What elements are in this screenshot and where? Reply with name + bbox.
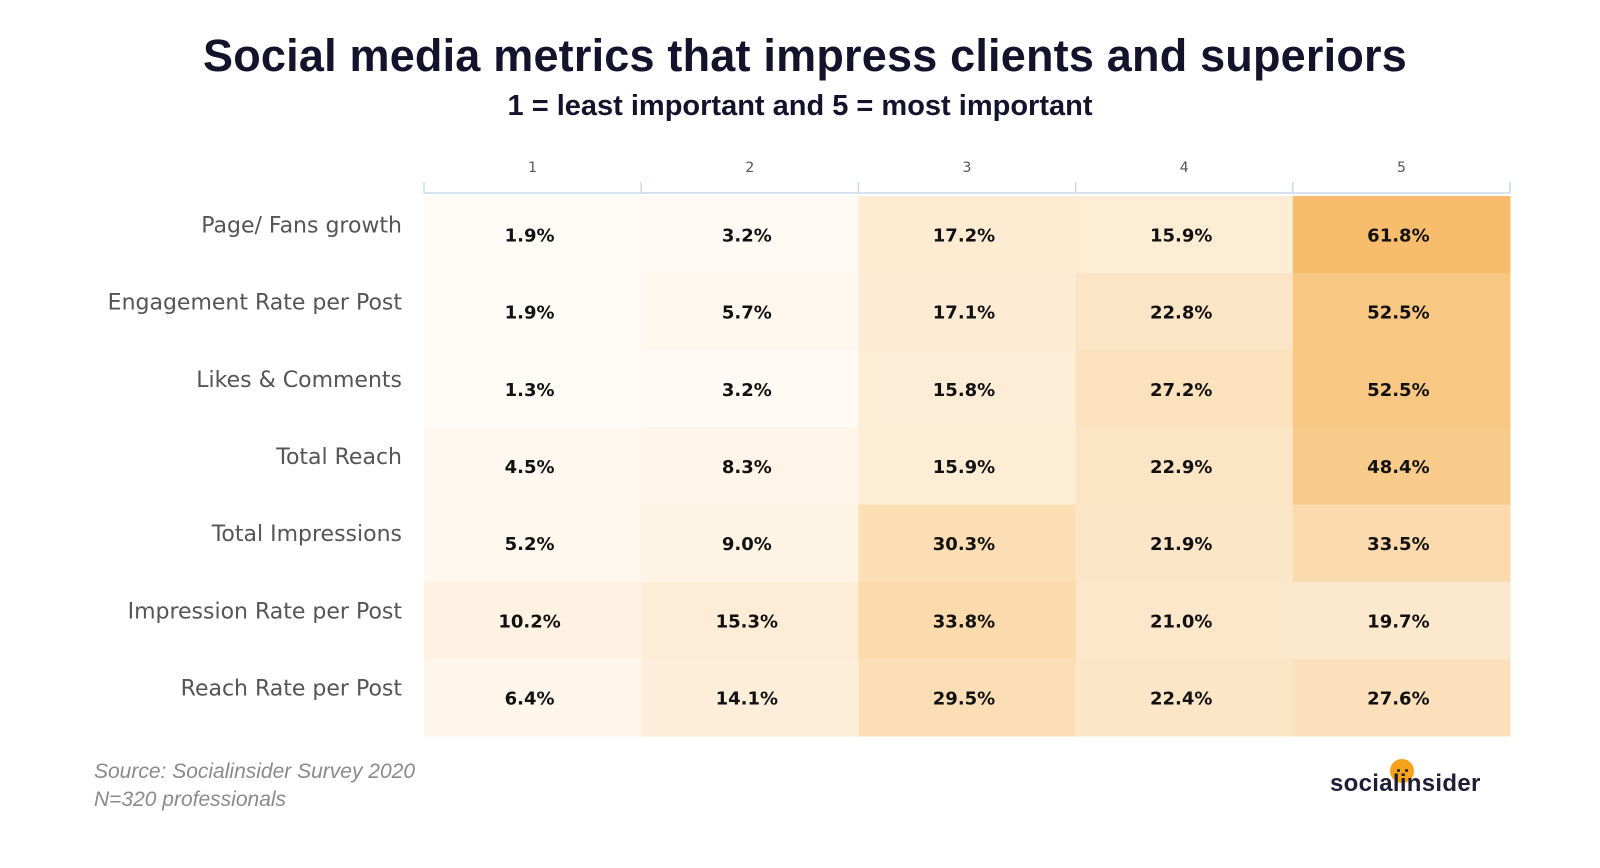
cell-value-label: 8.3% xyxy=(722,457,772,478)
cell-value-label: 17.2% xyxy=(933,226,995,247)
heatmap-cell xyxy=(424,273,642,351)
cell-value-label: 1.9% xyxy=(505,303,555,324)
cell-value-label: 15.9% xyxy=(933,457,995,478)
heatmap-cell xyxy=(1075,658,1294,737)
cell-value-label: 15.3% xyxy=(716,611,778,632)
heatmap-cell xyxy=(641,504,859,583)
column-label: 1 xyxy=(528,160,537,176)
heatmap-cell xyxy=(1075,427,1294,506)
heatmap-cell xyxy=(641,196,859,274)
row-label: Impression Rate per Post xyxy=(128,599,403,624)
heatmap-cell xyxy=(641,350,859,428)
heatmap-cell xyxy=(424,504,642,583)
heatmap-cell xyxy=(1292,658,1511,737)
column-label: 5 xyxy=(1397,160,1406,176)
cell-value-label: 17.1% xyxy=(933,303,995,324)
cell-value-label: 61.8% xyxy=(1367,226,1429,247)
heatmap-cell xyxy=(858,196,1077,274)
heatmap-cell xyxy=(424,427,642,506)
row-label: Total Impressions xyxy=(211,522,402,547)
cell-value-label: 21.9% xyxy=(1150,534,1212,555)
cell-value-label: 27.6% xyxy=(1367,688,1429,709)
heatmap-cell xyxy=(1292,504,1511,583)
cell-value-label: 9.0% xyxy=(722,534,772,555)
cell-value-label: 52.5% xyxy=(1367,380,1429,401)
cell-value-label: 15.8% xyxy=(933,380,995,401)
cell-value-label: 6.4% xyxy=(505,688,555,709)
chart-subtitle: 1 = least important and 5 = most importa… xyxy=(507,90,1093,122)
sample-size-line: N=320 professionals xyxy=(94,788,287,811)
source-line: Source: Socialinsider Survey 2020 xyxy=(94,760,416,783)
cell-value-label: 27.2% xyxy=(1150,380,1212,401)
row-label: Page/ Fans growth xyxy=(201,214,402,239)
row-label: Engagement Rate per Post xyxy=(108,291,403,316)
cell-value-label: 5.2% xyxy=(505,534,555,555)
heatmap-cell xyxy=(424,196,642,274)
heatmap-cell xyxy=(641,427,859,506)
heatmap-cell xyxy=(1292,196,1511,274)
heatmap-cell xyxy=(1292,350,1511,428)
heatmap-cell xyxy=(858,273,1077,351)
row-label: Likes & Comments xyxy=(196,368,402,393)
heatmap-cell xyxy=(1292,581,1511,660)
cell-value-label: 22.8% xyxy=(1150,303,1212,324)
heatmap-cell xyxy=(641,581,859,660)
heatmap-cell xyxy=(1075,350,1294,428)
cell-value-label: 1.3% xyxy=(505,380,555,401)
cell-value-label: 3.2% xyxy=(722,380,772,401)
brand-logo: socialinsider xyxy=(1330,770,1481,797)
logo-face-icon xyxy=(1390,759,1414,783)
cell-value-label: 52.5% xyxy=(1367,303,1429,324)
cell-value-label: 22.4% xyxy=(1150,688,1212,709)
cell-value-label: 1.9% xyxy=(505,226,555,247)
cell-value-label: 5.7% xyxy=(722,303,772,324)
cell-value-label: 48.4% xyxy=(1367,457,1429,478)
heatmap-cell xyxy=(424,350,642,428)
cell-value-label: 3.2% xyxy=(722,226,772,247)
cell-value-label: 15.9% xyxy=(1150,226,1212,247)
column-label: 2 xyxy=(745,160,754,176)
source-note: Source: Socialinsider Survey 2020 N=320 … xyxy=(94,758,415,814)
cell-value-label: 22.9% xyxy=(1150,457,1212,478)
heatmap-cell xyxy=(424,658,642,737)
row-label: Reach Rate per Post xyxy=(181,676,403,701)
cell-value-label: 33.5% xyxy=(1367,534,1429,555)
chart-title: Social media metrics that impress client… xyxy=(203,30,1407,81)
heatmap-cell xyxy=(858,581,1077,660)
heatmap-cell xyxy=(858,504,1077,583)
heatmap-cell xyxy=(641,273,859,351)
cell-value-label: 4.5% xyxy=(505,457,555,478)
heatmap-cell xyxy=(1075,504,1294,583)
cell-value-label: 14.1% xyxy=(716,688,778,709)
cell-value-label: 19.7% xyxy=(1367,611,1429,632)
logo-eyes-icon xyxy=(1397,769,1409,773)
column-label: 3 xyxy=(963,160,972,176)
heatmap-cell xyxy=(1292,273,1511,351)
cell-value-label: 29.5% xyxy=(933,688,995,709)
heatmap-cell xyxy=(858,427,1077,506)
cell-value-label: 21.0% xyxy=(1150,611,1212,632)
row-label: Total Reach xyxy=(275,445,402,470)
heatmap-cell xyxy=(641,658,859,737)
heatmap-cell xyxy=(1292,427,1511,506)
heatmap-cell xyxy=(424,581,642,660)
heatmap-cell xyxy=(1075,581,1294,660)
cell-value-label: 30.3% xyxy=(933,534,995,555)
heatmap-cell xyxy=(858,658,1077,737)
heatmap-cell xyxy=(858,350,1077,428)
cell-value-label: 33.8% xyxy=(933,611,995,632)
heatmap-cell xyxy=(1075,273,1294,351)
column-label: 4 xyxy=(1180,160,1189,176)
cell-value-label: 10.2% xyxy=(498,611,560,632)
heatmap-cell xyxy=(1075,196,1294,274)
